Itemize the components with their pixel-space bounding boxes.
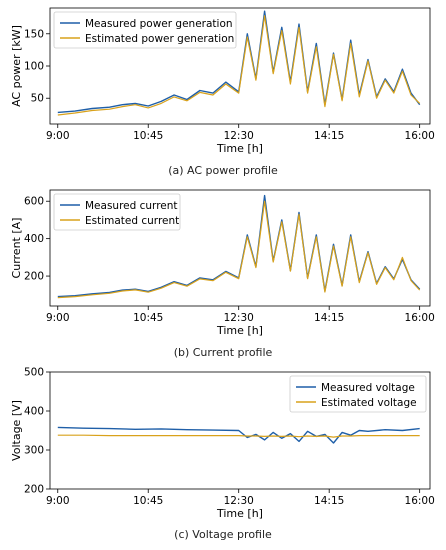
plot-frame: [49, 189, 431, 307]
caption-a: (a) AC power profile: [168, 164, 278, 177]
y-tick-label: 400: [24, 406, 44, 418]
x-axis-label: Time [h]: [216, 507, 263, 520]
y-tick-label: 500: [24, 367, 44, 379]
y-axis-label: Voltage [V]: [10, 400, 23, 461]
legend: Measured current Estimated current: [53, 193, 181, 231]
x-tick-label: 12:30: [224, 312, 254, 324]
legend-box: [289, 375, 427, 413]
x-tick-label: 9:00: [46, 495, 70, 507]
legend-label: Measured current: [85, 200, 178, 212]
chart-0: 9:00 10:45 12:30 14:15 16:00 50 100 150 Time [h]…: [10, 7, 435, 155]
x-tick-label: 9:00: [46, 312, 70, 324]
series-line-estimated: [57, 200, 421, 299]
x-tick-label: 10:45: [133, 495, 163, 507]
y-axis-label: AC power [kW]: [10, 25, 23, 107]
y-tick-label: 300: [24, 445, 44, 457]
x-axis-label: Time [h]: [216, 142, 263, 155]
chart-2: 9:00 10:45 12:30 14:15 16:00 200 300 400 500 Time…: [10, 367, 435, 521]
legend-label: Measured voltage: [321, 382, 415, 394]
legend-label: Measured power generation: [85, 18, 233, 30]
x-tick-label: 14:15: [314, 495, 344, 507]
x-tick-label: 14:15: [314, 130, 344, 142]
legend-box: [53, 193, 181, 231]
y-tick-label: 600: [24, 196, 44, 208]
series-line-estimated: [57, 15, 421, 116]
series-line-estimated: [57, 434, 420, 438]
caption-b: (b) Current profile: [173, 346, 273, 359]
legend: Measured voltage Estimated voltage: [289, 375, 427, 413]
caption-c: (c) Voltage profile: [174, 528, 272, 541]
x-tick-label: 16:00: [405, 130, 435, 142]
plot-frame: [49, 371, 431, 490]
x-tick-label: 12:30: [224, 495, 254, 507]
y-tick-label: 200: [24, 484, 44, 496]
x-tick-label: 14:15: [314, 312, 344, 324]
legend: Measured power generation Estimated power…: [53, 11, 237, 49]
y-tick-label: 150: [24, 28, 44, 40]
y-tick-label: 50: [31, 93, 44, 105]
y-tick-label: 400: [24, 233, 44, 245]
x-tick-label: 10:45: [133, 130, 163, 142]
x-tick-label: 12:30: [224, 130, 254, 142]
legend-label: Estimated power generation: [85, 33, 234, 45]
y-tick-label: 200: [24, 271, 44, 283]
y-tick-label: 100: [24, 61, 44, 73]
chart-1: 9:00 10:45 12:30 14:15 16:00 200 400 600 Time [h…: [10, 189, 435, 337]
legend-label: Estimated voltage: [321, 397, 417, 409]
x-tick-label: 9:00: [46, 130, 70, 142]
legend-label: Estimated current: [85, 215, 179, 227]
y-axis-label: Current [A]: [10, 218, 23, 279]
legend-box: [53, 11, 237, 49]
x-tick-label: 16:00: [405, 495, 435, 507]
x-tick-label: 10:45: [133, 312, 163, 324]
x-tick-label: 16:00: [405, 312, 435, 324]
x-axis-label: Time [h]: [216, 324, 263, 337]
